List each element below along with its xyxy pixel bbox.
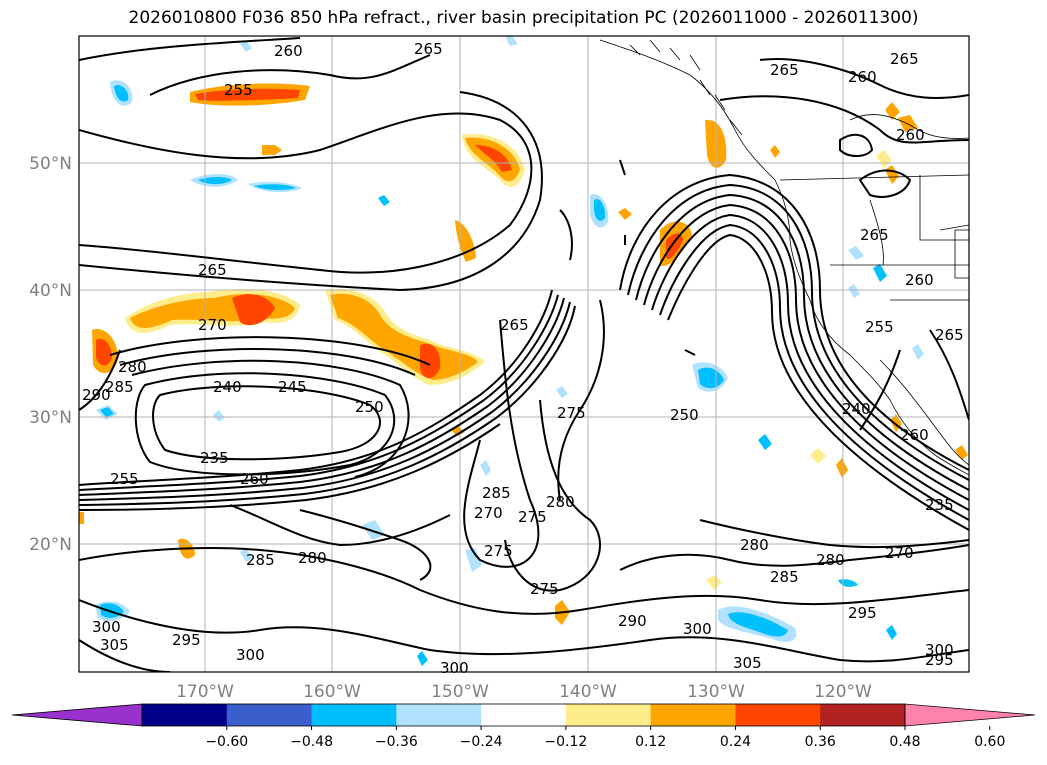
colorbar-tick-label: 0.36	[805, 734, 836, 750]
contour-label: 260	[274, 42, 303, 60]
colorbar-tick-label: −0.48	[290, 734, 333, 750]
contour-label: 260	[900, 426, 929, 444]
colorbar-outline	[141, 703, 906, 727]
contour-label: 280	[740, 536, 769, 554]
contour-label: 250	[670, 406, 699, 424]
contour-label: 275	[530, 580, 559, 598]
colorbar-tick-label: 0.60	[974, 734, 1005, 750]
colorbar-segment	[226, 704, 313, 726]
colorbar-segment	[820, 704, 906, 726]
contour-label: 300	[440, 659, 469, 677]
colorbar-tick-label: 0.12	[635, 734, 666, 750]
colorbar-tick-label: 0.24	[720, 734, 751, 750]
colorbar-segment	[481, 704, 567, 726]
contour-label: 290	[82, 386, 111, 404]
contour-label: 240	[213, 378, 242, 396]
colorbar-tick-label: −0.60	[205, 734, 248, 750]
contour-label: 260	[848, 68, 877, 86]
colorbar-extend-low	[11, 703, 143, 727]
contour-labels: 260 265 255 260 265 260 265 265 260 265 …	[82, 40, 964, 677]
lon-label: 140°W	[559, 682, 617, 702]
map-plot-area	[79, 36, 969, 672]
contour-label: 265	[770, 61, 799, 79]
contour-label: 275	[484, 542, 513, 560]
colorbar-tick-label: −0.36	[375, 734, 418, 750]
contour-label: 305	[733, 654, 762, 672]
contour-label: 250	[355, 398, 384, 416]
positive-pc-shading	[79, 83, 968, 625]
lon-label: 160°W	[303, 682, 361, 702]
contour-label: 265	[890, 50, 919, 68]
map-title: 2026010800 F036 850 hPa refract., river …	[128, 8, 919, 28]
contour-label: 235	[925, 496, 954, 514]
negative-pc-shading	[95, 36, 924, 666]
contour-label: 295	[925, 651, 954, 669]
colorbar-segment	[565, 704, 652, 726]
colorbar-tick-label: −0.12	[544, 734, 587, 750]
contour-label: 265	[198, 261, 227, 279]
contour-label: 245	[278, 378, 307, 396]
contour-label: 280	[298, 549, 327, 567]
colorbar-segment	[396, 704, 482, 726]
contour-label: 265	[935, 326, 964, 344]
contour-label: 280	[816, 551, 845, 569]
contour-label: 260	[905, 271, 934, 289]
contour-label: 255	[110, 470, 139, 488]
colorbar-segment	[650, 704, 736, 726]
lat-label: 20°N	[29, 535, 72, 555]
contour-label: 295	[848, 604, 877, 622]
contour-label: 285	[246, 551, 275, 569]
contour-label: 265	[414, 40, 443, 58]
contour-label: 300	[925, 641, 954, 659]
contour-label: 300	[683, 620, 712, 638]
contour-label: 290	[618, 612, 647, 630]
contour-label: 275	[557, 404, 586, 422]
contour-label: 265	[500, 316, 529, 334]
colorbar-tick-label: 0.48	[889, 734, 920, 750]
colorbar-extend-high	[904, 703, 1036, 727]
contour-label: 300	[236, 646, 265, 664]
colorbar-segment	[311, 704, 397, 726]
contour-label: 260	[896, 126, 925, 144]
contour-label: 280	[546, 493, 575, 511]
plot-frame	[78, 35, 970, 673]
refractivity-contours	[79, 37, 969, 672]
lat-label: 50°N	[29, 154, 72, 174]
contour-label: 285	[770, 568, 799, 586]
lat-label: 30°N	[29, 408, 72, 428]
contour-label: 270	[885, 544, 914, 562]
contour-label: 260	[240, 470, 269, 488]
contour-label: 300	[92, 618, 121, 636]
contour-label: 280	[118, 358, 147, 376]
contour-label: 255	[224, 81, 253, 99]
colorbar: −0.60 −0.48 −0.36 −0.24 −0.12 0.12 0.24 0.36 0.4…	[11, 703, 1036, 750]
contour-label: 295	[172, 631, 201, 649]
contour-label: 255	[865, 318, 894, 336]
contour-label: 235	[200, 449, 229, 467]
colorbar-segment	[142, 704, 228, 726]
colorbar-segment	[735, 704, 821, 726]
contour-label: 285	[105, 378, 134, 396]
contour-label: 270	[474, 504, 503, 522]
colorbar-tick-label: −0.24	[460, 734, 503, 750]
longitude-axis: 170°W 160°W 150°W 140°W 130°W 120°W	[176, 682, 872, 702]
lon-label: 130°W	[687, 682, 745, 702]
coastlines	[599, 39, 969, 476]
lon-label: 120°W	[814, 682, 872, 702]
contour-label: 265	[860, 226, 889, 244]
lon-label: 150°W	[431, 682, 489, 702]
lon-label: 170°W	[176, 682, 234, 702]
contour-label: 275	[518, 508, 547, 526]
contour-label: 240	[842, 400, 871, 418]
contour-label: 270	[198, 316, 227, 334]
latitude-axis: 50°N 40°N 30°N 20°N	[29, 154, 72, 555]
lat-label: 40°N	[29, 281, 72, 301]
contour-label: 285	[482, 484, 511, 502]
graticule	[79, 36, 969, 672]
contour-label: 305	[100, 636, 129, 654]
